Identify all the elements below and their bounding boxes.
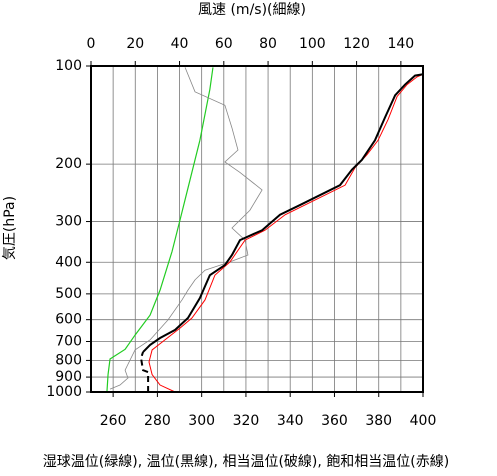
x-tick-label: 260 xyxy=(100,413,127,429)
y-tick-label: 500 xyxy=(55,286,82,302)
data-line xyxy=(109,67,263,390)
x-tick-label: 300 xyxy=(188,413,215,429)
y-tick-label: 900 xyxy=(55,369,82,385)
x2-axis-label: 風速 (m/s)(細線) xyxy=(198,2,306,18)
data-line xyxy=(106,67,214,393)
x2-tick-label: 100 xyxy=(299,36,326,52)
y-tick-label: 700 xyxy=(55,334,82,350)
x-tick-label: 360 xyxy=(321,413,348,429)
data-line xyxy=(148,73,424,393)
x-tick-label: 400 xyxy=(410,413,437,429)
x-axis-label: 湿球温位(緑線), 温位(黒線), 相当温位(破線), 飽和相当温位(赤線) xyxy=(43,453,449,470)
data-line xyxy=(139,351,150,392)
y-tick-label: 1000 xyxy=(46,384,82,400)
y-tick-label: 800 xyxy=(55,352,82,368)
x-tick-label: 340 xyxy=(277,413,304,429)
y-tick-label: 300 xyxy=(55,214,82,230)
x2-tick-label: 20 xyxy=(126,36,144,52)
plot-frame xyxy=(90,65,424,393)
x2-tick-label: 120 xyxy=(343,36,370,52)
y-axis-label: 気圧(hPa) xyxy=(2,196,18,260)
x2-tick-label: 60 xyxy=(215,36,233,52)
x-tick-label: 380 xyxy=(365,413,392,429)
y-tick-label: 600 xyxy=(55,312,82,328)
x2-tick-label: 140 xyxy=(387,36,414,52)
x-tick-label: 320 xyxy=(233,413,260,429)
data-line xyxy=(142,73,424,353)
x2-tick-label: 80 xyxy=(259,36,277,52)
x-tick-label: 280 xyxy=(144,413,171,429)
y-tick-label: 400 xyxy=(55,254,82,270)
x2-tick-label: 0 xyxy=(87,36,96,52)
x2-tick-label: 40 xyxy=(171,36,189,52)
y-tick-label: 200 xyxy=(55,156,82,172)
y-tick-label: 100 xyxy=(55,58,82,74)
